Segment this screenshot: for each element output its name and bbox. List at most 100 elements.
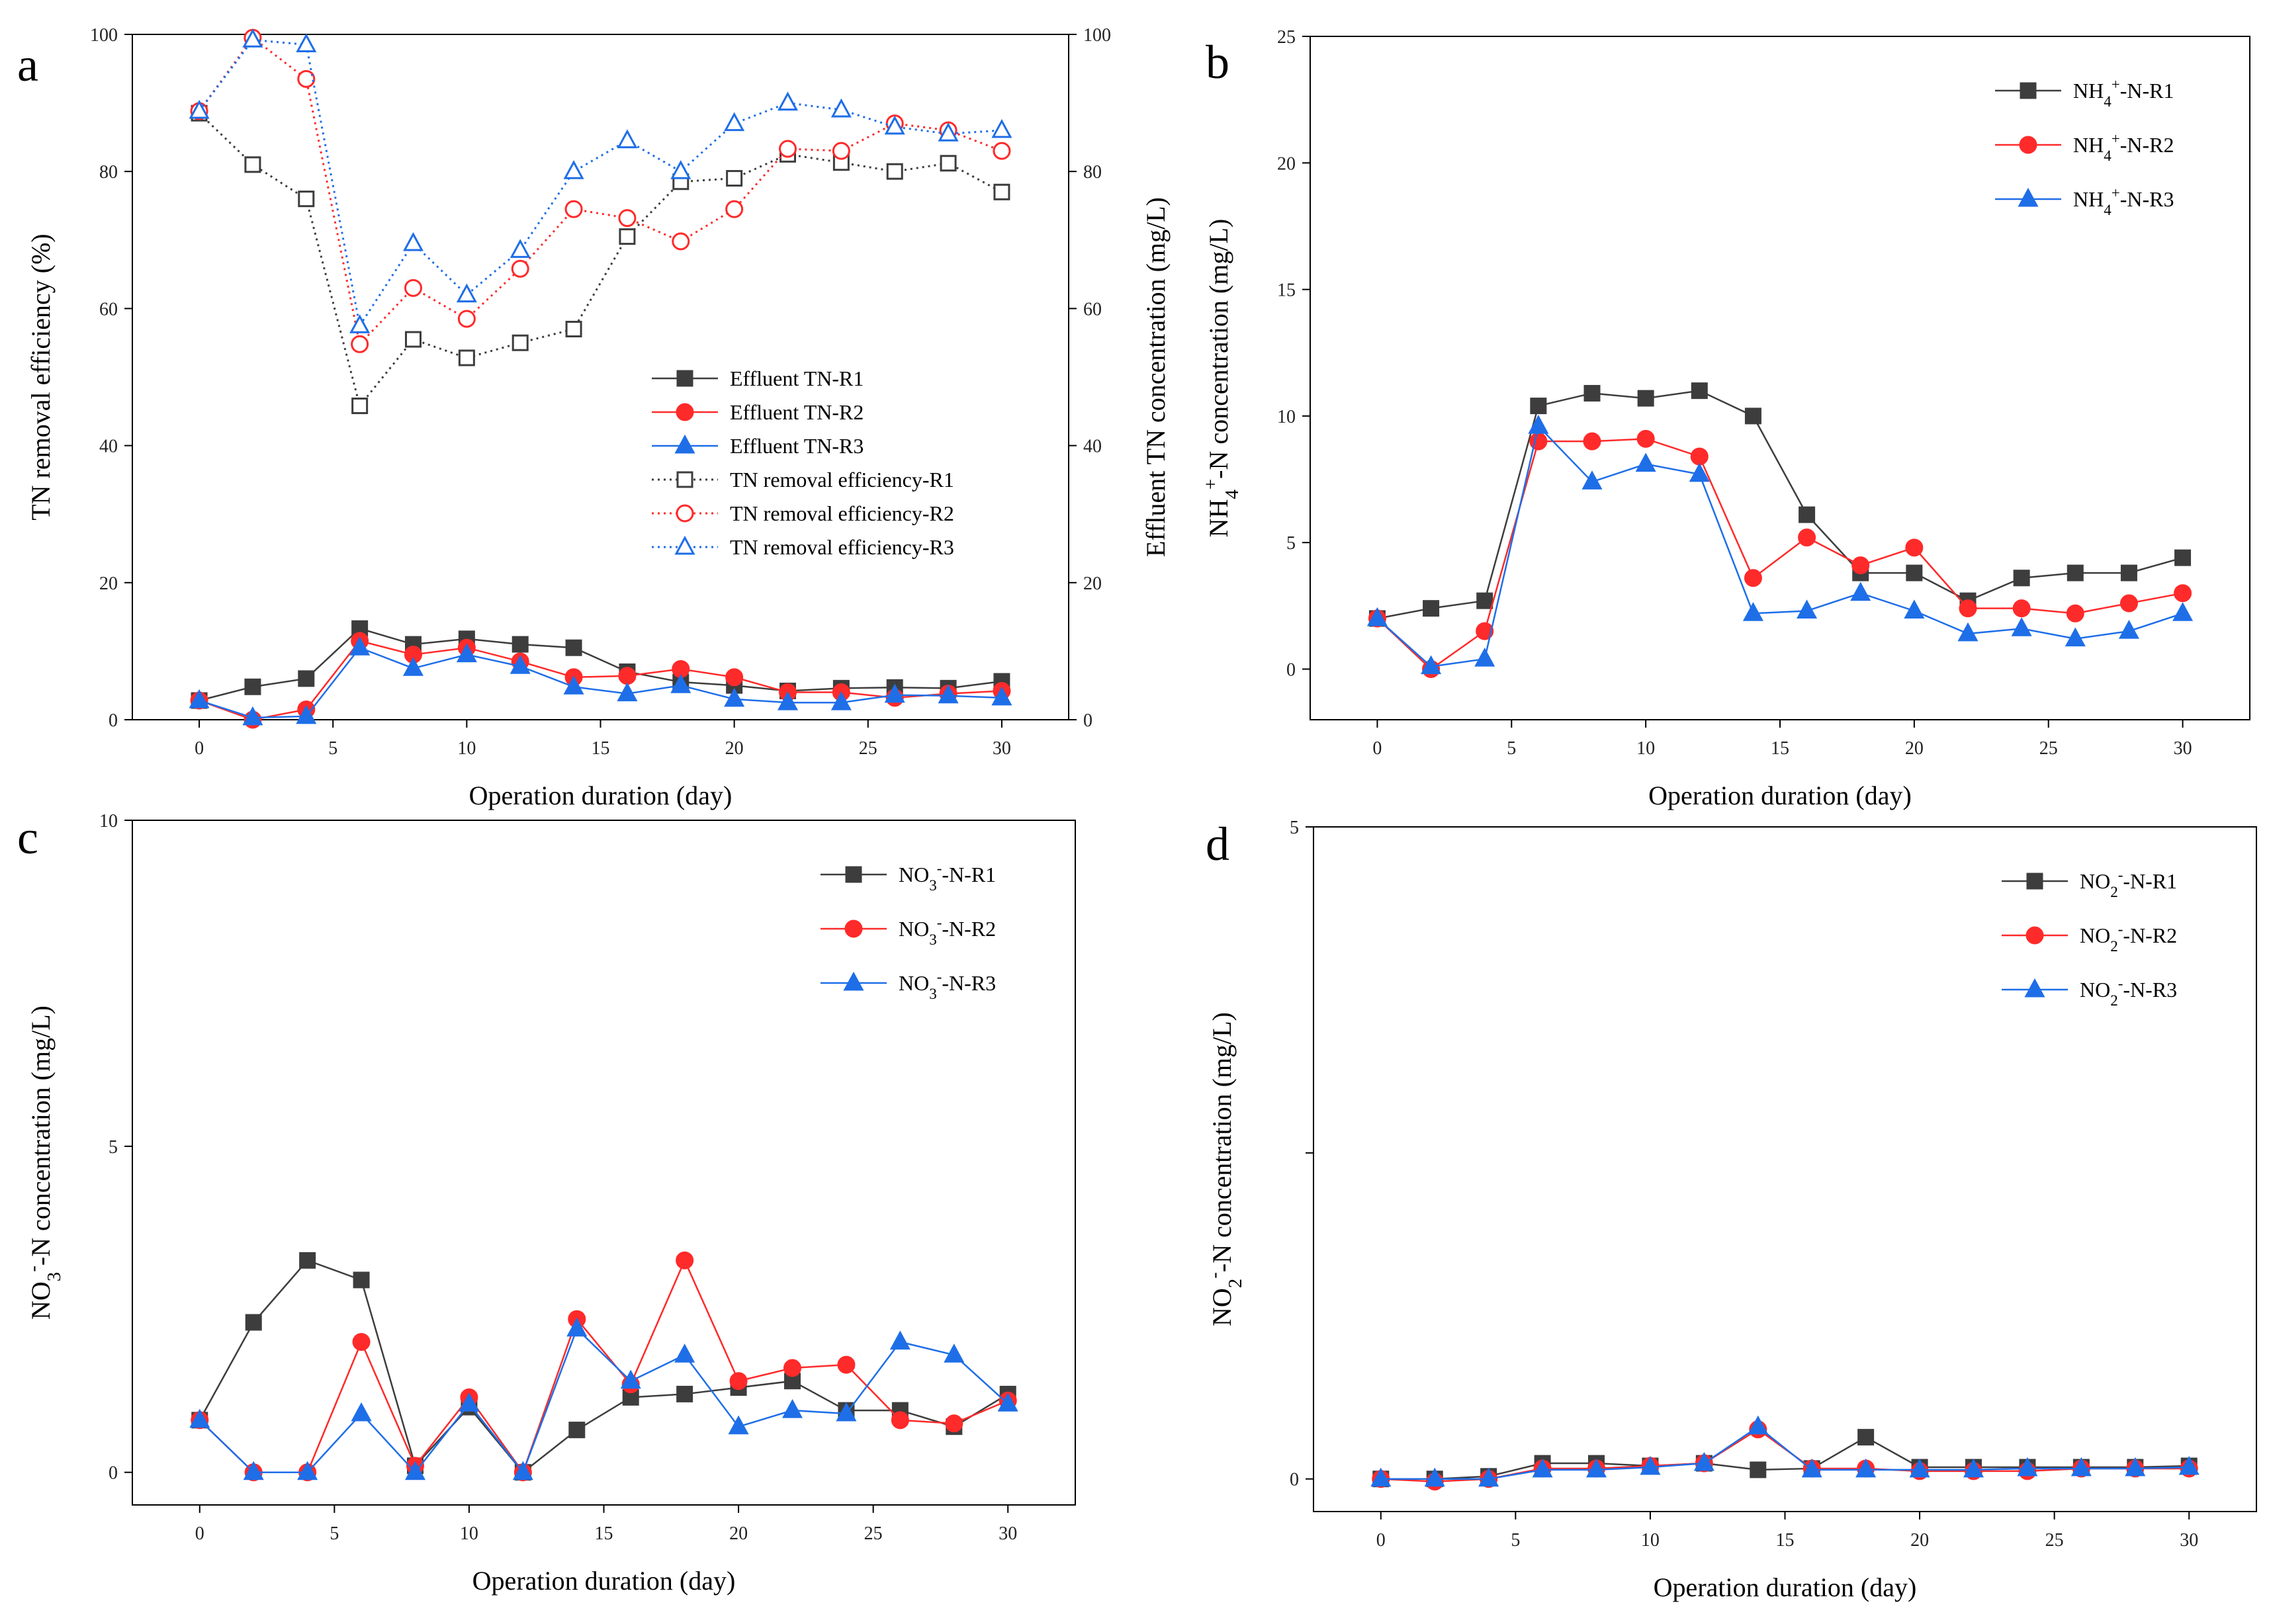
panel-b: b 0 5 10 15 20 25 30 0 5 10 15 20 25 Operation duratio… xyxy=(1200,27,2250,810)
y2-axis-title: Effluent TN concentration (mg/L) xyxy=(1141,197,1171,557)
data-point xyxy=(1742,602,1763,621)
x-tick-label: 0 xyxy=(195,738,204,759)
x-tick-label: 20 xyxy=(1910,1530,1929,1551)
data-point xyxy=(1423,600,1440,617)
legend-label: NO2--N-R3 xyxy=(2080,974,2177,1009)
legend-marker xyxy=(2020,82,2037,99)
data-point xyxy=(2067,564,2084,581)
legend-marker xyxy=(676,504,694,523)
data-point xyxy=(1640,1455,1661,1475)
legend-label: TN removal efficiency-R2 xyxy=(730,501,954,525)
y-tick-label: 15 xyxy=(1277,280,1296,301)
data-point xyxy=(565,639,582,656)
data-point xyxy=(245,1314,262,1331)
data-point xyxy=(724,687,745,707)
x-tick-label: 20 xyxy=(729,1523,748,1544)
legend-marker xyxy=(843,971,864,991)
data-point xyxy=(938,122,959,142)
data-point xyxy=(993,183,1010,200)
panel-letter: c xyxy=(17,811,38,864)
panel-a: a 0 5 10 15 20 25 30 0 20 40 60 80 100 0 20 40 60 80 100 Ope… xyxy=(17,25,1171,810)
legend-marker xyxy=(676,403,694,421)
data-point xyxy=(349,636,371,656)
x-axis-title: Operation duration (day) xyxy=(1648,781,1912,810)
data-point xyxy=(243,1461,264,1480)
series-line xyxy=(199,640,1002,721)
legend-label: NH4+-N-R3 xyxy=(2073,184,2174,218)
data-point xyxy=(779,140,797,158)
y-tick-label: 5 xyxy=(1290,818,1299,838)
data-point xyxy=(1693,1451,1714,1471)
data-point xyxy=(510,239,531,258)
data-point xyxy=(620,1369,641,1389)
legend-label: NH4+-N-R1 xyxy=(2073,75,2174,110)
y-tick-label: 0 xyxy=(1290,1470,1299,1490)
data-point xyxy=(459,1392,480,1412)
data-point xyxy=(617,129,638,149)
data-point xyxy=(1585,1458,1607,1478)
data-point xyxy=(1530,398,1547,415)
data-point xyxy=(565,320,582,337)
series-6 xyxy=(189,28,1012,333)
data-point xyxy=(456,283,477,303)
y-axis-title: NH4+-N concentration (mg/L) xyxy=(1200,219,1243,538)
series-line xyxy=(199,1327,1009,1474)
data-point xyxy=(725,668,744,687)
data-point xyxy=(676,1385,693,1402)
data-point xyxy=(1635,452,1656,472)
legend-label: Effluent TN-R3 xyxy=(730,434,864,458)
plot-frame xyxy=(132,34,1069,720)
data-point xyxy=(945,1414,963,1433)
x-tick-label: 15 xyxy=(1776,1530,1795,1551)
legend-label: TN removal efficiency-R1 xyxy=(730,468,954,491)
data-point xyxy=(1909,1458,1930,1478)
series-line xyxy=(1380,1426,2190,1480)
data-point xyxy=(189,689,210,708)
legend-marker xyxy=(674,434,695,454)
series-3 xyxy=(1366,415,2194,675)
data-point xyxy=(724,112,745,132)
y2-tick-label: 0 xyxy=(1083,710,1092,731)
data-point xyxy=(2017,1457,2038,1476)
y-tick-label: 20 xyxy=(1277,153,1296,174)
series-line xyxy=(199,646,1002,719)
x-tick-label: 0 xyxy=(1376,1530,1386,1551)
data-point xyxy=(729,1372,748,1390)
data-point xyxy=(2011,617,2032,636)
legend-marker xyxy=(2025,926,2044,945)
data-point xyxy=(837,1355,856,1374)
legend-marker xyxy=(2026,873,2043,890)
data-point xyxy=(402,232,424,251)
data-point xyxy=(1797,599,1818,619)
data-point xyxy=(1963,1458,1984,1478)
data-point xyxy=(1750,1461,1767,1478)
x-tick-label: 15 xyxy=(592,738,610,759)
data-point xyxy=(404,1461,426,1480)
data-point xyxy=(884,683,905,703)
data-point xyxy=(1583,384,1601,402)
data-point xyxy=(1798,529,1816,547)
data-point xyxy=(726,170,743,187)
data-point xyxy=(944,1344,965,1363)
data-point xyxy=(564,200,583,218)
data-point xyxy=(351,1402,372,1422)
data-point xyxy=(889,1330,911,1350)
data-point xyxy=(670,160,691,179)
x-tick-label: 30 xyxy=(2174,738,2192,759)
series-line xyxy=(199,627,1002,702)
data-point xyxy=(1799,506,1816,523)
series-line xyxy=(1376,438,2183,671)
data-point xyxy=(783,1359,801,1377)
data-point xyxy=(1583,432,1601,450)
data-point xyxy=(1528,415,1549,434)
data-point xyxy=(618,667,637,685)
data-point xyxy=(1691,382,1708,400)
data-point xyxy=(1476,622,1494,640)
legend-label: NO3--N-R2 xyxy=(899,914,996,948)
data-point xyxy=(1532,1458,1553,1478)
data-point xyxy=(940,155,957,172)
data-point xyxy=(402,657,424,676)
data-point xyxy=(2066,604,2084,622)
x-tick-label: 20 xyxy=(725,738,744,759)
series-line xyxy=(1380,1436,2190,1480)
